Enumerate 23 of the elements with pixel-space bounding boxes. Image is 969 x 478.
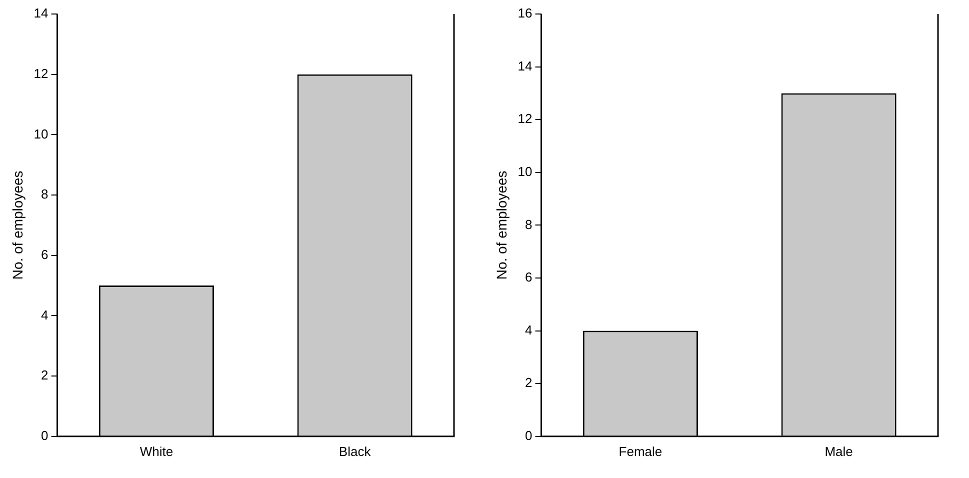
- y-tick-label: 0: [525, 428, 532, 443]
- y-tick-label: 4: [525, 322, 532, 338]
- x-tick-label: Male: [824, 444, 853, 459]
- y-axis-title: No. of employees: [493, 170, 510, 280]
- y-tick-label: 8: [41, 186, 48, 202]
- y-axis-title: No. of employees: [9, 170, 26, 280]
- y-tick-label: 2: [525, 375, 532, 390]
- y-tick-label: 10: [518, 164, 532, 179]
- y-tick-label: 12: [518, 111, 532, 126]
- x-tick-label: Female: [618, 444, 662, 459]
- y-tick-label: 6: [41, 246, 48, 262]
- y-tick-label: 14: [518, 58, 532, 74]
- y-tick-label: 6: [525, 270, 532, 285]
- y-tick-label: 2: [41, 368, 48, 383]
- x-tick-label: Black: [338, 444, 372, 459]
- y-tick-label: 16: [518, 6, 532, 21]
- y-tick-label: 12: [34, 66, 48, 81]
- y-tick-label: 4: [41, 307, 48, 322]
- y-tick-label: 0: [41, 428, 48, 443]
- y-tick-label: 14: [34, 6, 48, 21]
- y-tick-label: 8: [525, 216, 532, 232]
- y-tick-label: 10: [34, 126, 48, 142]
- x-tick-label: White: [140, 444, 174, 459]
